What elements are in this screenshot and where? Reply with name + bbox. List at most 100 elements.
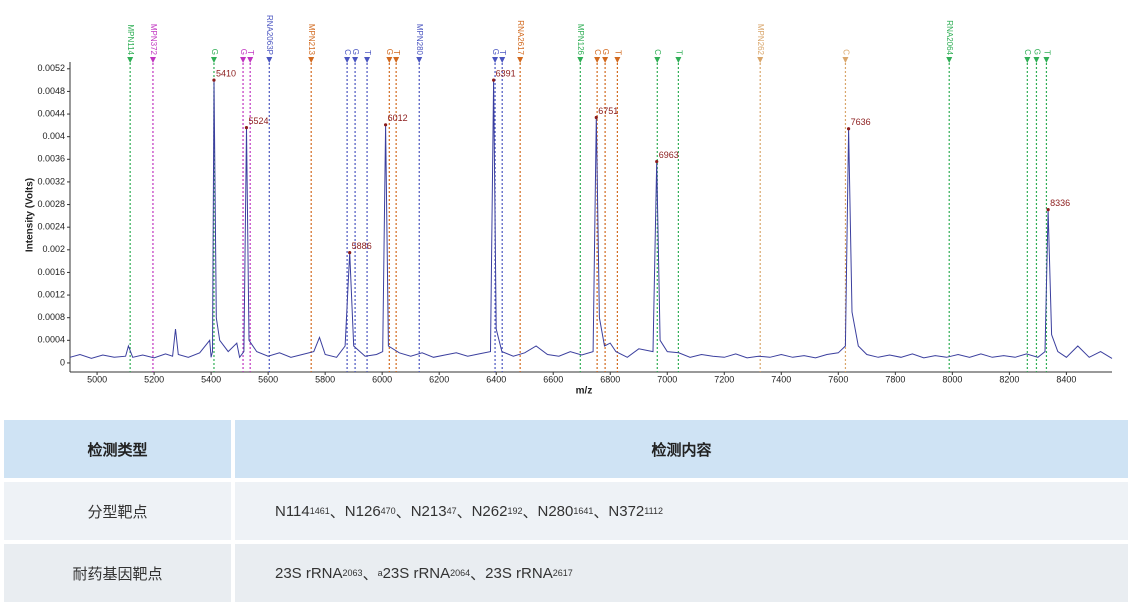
table-row: 分型靶点 N114 1461、 N126 470、 N213 47、 N262 192、 N28…	[4, 482, 1128, 540]
marker-label: T	[363, 50, 372, 55]
marker-label: G	[239, 49, 248, 55]
y-tick-label: 0.0012	[37, 289, 65, 299]
marker-arrow	[602, 57, 609, 63]
marker-arrow	[1043, 57, 1050, 63]
marker-label: T	[1042, 50, 1051, 55]
marker-label: RNA2063P	[265, 15, 274, 55]
marker-label: C	[1023, 49, 1032, 55]
marker-label: G	[601, 49, 610, 55]
peak-point	[212, 78, 216, 82]
peak-point	[594, 115, 598, 120]
marker-arrow	[149, 57, 156, 63]
marker-arrow	[393, 57, 400, 63]
marker-arrow	[594, 57, 601, 63]
item-text: N372	[608, 502, 645, 520]
peak-label: 5886	[352, 241, 372, 251]
marker-arrow	[344, 57, 351, 63]
marker-arrow	[210, 57, 217, 63]
peak-point	[244, 126, 249, 130]
marker-arrow	[675, 57, 682, 63]
type-cell: 分型靶点	[4, 482, 231, 540]
marker-arrow	[492, 57, 499, 63]
marker-label: MPN372	[149, 24, 158, 56]
y-tick-label: 0.0016	[37, 267, 65, 277]
y-tick-label: 0	[60, 357, 65, 367]
x-tick-label: 5600	[258, 374, 278, 384]
item-text: 23S rRNA	[485, 564, 553, 582]
item-text: N262	[471, 502, 508, 520]
item-sup: 192	[507, 506, 523, 516]
marker-label: C	[653, 49, 662, 55]
item-text: 23S rRNA	[382, 564, 451, 582]
marker-arrow	[614, 57, 621, 63]
marker-label: T	[498, 50, 507, 55]
marker-arrow	[266, 57, 273, 63]
table: 检测类型 检测内容 分型靶点 N114 1461、 N126 470、 N213 47、 N…	[4, 420, 1128, 606]
x-tick-label: 5200	[144, 374, 164, 384]
x-tick-label: 6800	[600, 374, 620, 384]
marker-arrow	[946, 57, 953, 63]
peak-label: 6751	[598, 106, 618, 116]
peak-label: 6963	[659, 150, 679, 160]
x-tick-label: 7600	[828, 374, 848, 384]
peak-point	[846, 127, 851, 131]
y-tick-label: 0.004	[42, 131, 65, 141]
separator: 、	[329, 503, 345, 521]
x-tick-label: 6200	[429, 374, 449, 384]
peak-label: 5410	[216, 68, 236, 78]
marker-label: RNA2617	[516, 20, 525, 55]
header-cell: 检测类型	[4, 420, 231, 478]
y-tick-label: 0.0024	[37, 222, 65, 232]
peak-label: 5524	[248, 116, 268, 126]
peak-label: 6391	[496, 68, 516, 78]
y-tick-label: 0.0052	[37, 63, 65, 73]
x-tick-label: 7400	[771, 374, 791, 384]
x-tick-label: 6400	[486, 374, 506, 384]
separator: 、	[470, 565, 486, 583]
marker-label: RNA2064	[945, 20, 954, 55]
item-sup: 1461	[309, 506, 330, 516]
marker-label: G	[210, 49, 219, 55]
item-sup: 2063	[342, 568, 363, 578]
marker-arrow	[517, 57, 524, 63]
marker-label: MPN213	[307, 24, 316, 56]
x-tick-label: 6000	[372, 374, 392, 384]
y-tick-label: 0.0004	[37, 335, 65, 345]
y-tick-label: 0.0036	[37, 154, 65, 164]
marker-arrow	[364, 57, 371, 63]
marker-label: T	[613, 50, 622, 55]
marker-arrow	[654, 57, 661, 63]
marker-label: MPN280	[415, 24, 424, 56]
y-tick-label: 0.0032	[37, 176, 65, 186]
x-tick-label: 8400	[1056, 374, 1076, 384]
marker-label: C	[841, 49, 850, 55]
x-tick-label: 5400	[201, 374, 221, 384]
marker-label: G	[385, 49, 394, 55]
item-text: N280	[537, 502, 574, 520]
marker-arrow	[757, 57, 764, 63]
x-tick-label: 5800	[315, 374, 335, 384]
peak-point	[492, 78, 496, 82]
separator: 、	[362, 565, 378, 583]
item-sup: 1641	[573, 506, 594, 516]
y-tick-label: 0.0048	[37, 86, 65, 96]
x-tick-label: 8200	[999, 374, 1019, 384]
x-tick-label: 7800	[885, 374, 905, 384]
type-cell: 耐药基因靶点	[4, 544, 231, 602]
marker-arrow	[416, 57, 423, 63]
marker-arrow	[240, 57, 247, 63]
marker-arrow	[577, 57, 584, 63]
y-tick-label: 0.002	[42, 244, 65, 254]
separator: 、	[593, 503, 609, 521]
peak-point	[383, 123, 388, 127]
item-sup: 47	[446, 506, 457, 516]
x-tick-label: 7000	[657, 374, 677, 384]
marker-arrow	[386, 57, 393, 63]
x-axis-title: m/z	[576, 386, 593, 397]
marker-arrow	[308, 57, 315, 63]
marker-label: C	[343, 49, 352, 55]
item-sup: 1112	[644, 506, 663, 516]
x-tick-label: 6600	[543, 374, 563, 384]
x-tick-label: 8000	[942, 374, 962, 384]
